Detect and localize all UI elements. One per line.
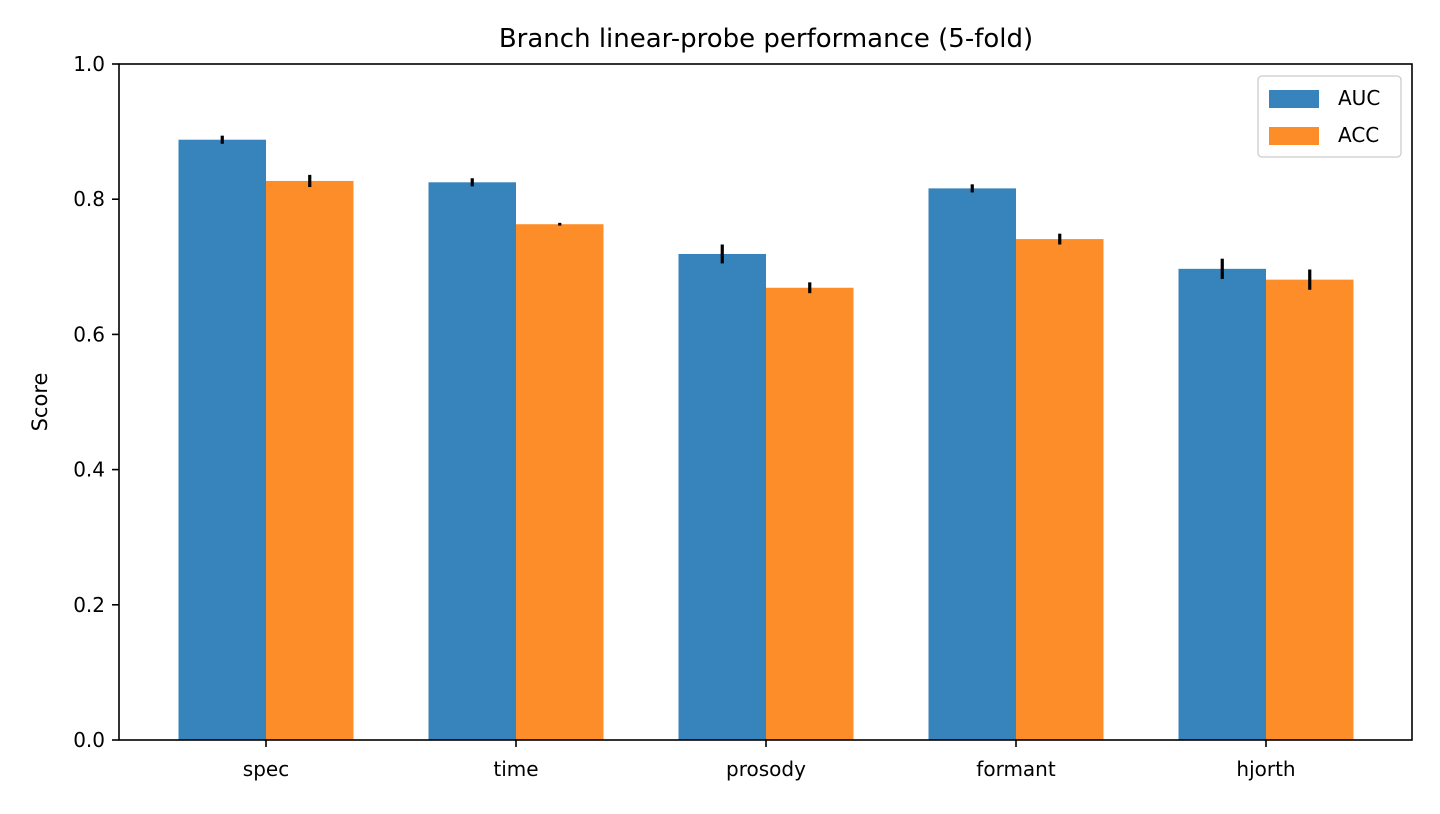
bar-auc-hjorth: [1178, 268, 1266, 740]
legend-swatch-auc: [1269, 90, 1319, 108]
x-tick-label: formant: [976, 757, 1056, 781]
chart-title: Branch linear-probe performance (5-fold): [499, 24, 1033, 54]
bar-acc-hjorth: [1266, 279, 1354, 740]
legend-label-auc: AUC: [1338, 86, 1380, 110]
bar-acc-formant: [1016, 239, 1104, 741]
error-bars-layer: [220, 135, 1312, 294]
bar-auc-prosody: [678, 253, 766, 740]
y-tick-label: 0.2: [73, 593, 105, 617]
legend: AUC ACC: [1257, 75, 1402, 158]
y-tick-label: 0.8: [73, 187, 105, 211]
bars-layer: [178, 139, 1354, 741]
x-tick-label: hjorth: [1236, 757, 1295, 781]
y-axis: 0.0 0.2 0.4 0.6 0.8 1.0: [73, 52, 119, 752]
y-tick-label: 1.0: [73, 52, 105, 76]
bar-acc-spec: [266, 180, 354, 740]
x-tick-label: spec: [243, 757, 289, 781]
bar-acc-prosody: [766, 287, 854, 740]
legend-label-acc: ACC: [1338, 123, 1379, 147]
bar-auc-formant: [928, 188, 1016, 740]
y-axis-label: Score: [28, 373, 52, 432]
y-tick-label: 0.6: [73, 322, 105, 346]
y-tick-label: 0.4: [73, 458, 105, 482]
bar-acc-time: [516, 224, 604, 740]
x-axis: spec time prosody formant hjorth: [243, 740, 1296, 781]
bar-auc-spec: [178, 139, 266, 740]
legend-swatch-acc: [1269, 127, 1319, 145]
bar-auc-time: [428, 182, 516, 741]
x-tick-label: prosody: [726, 757, 806, 781]
y-tick-label: 0.0: [73, 728, 105, 752]
x-tick-label: time: [493, 757, 538, 781]
